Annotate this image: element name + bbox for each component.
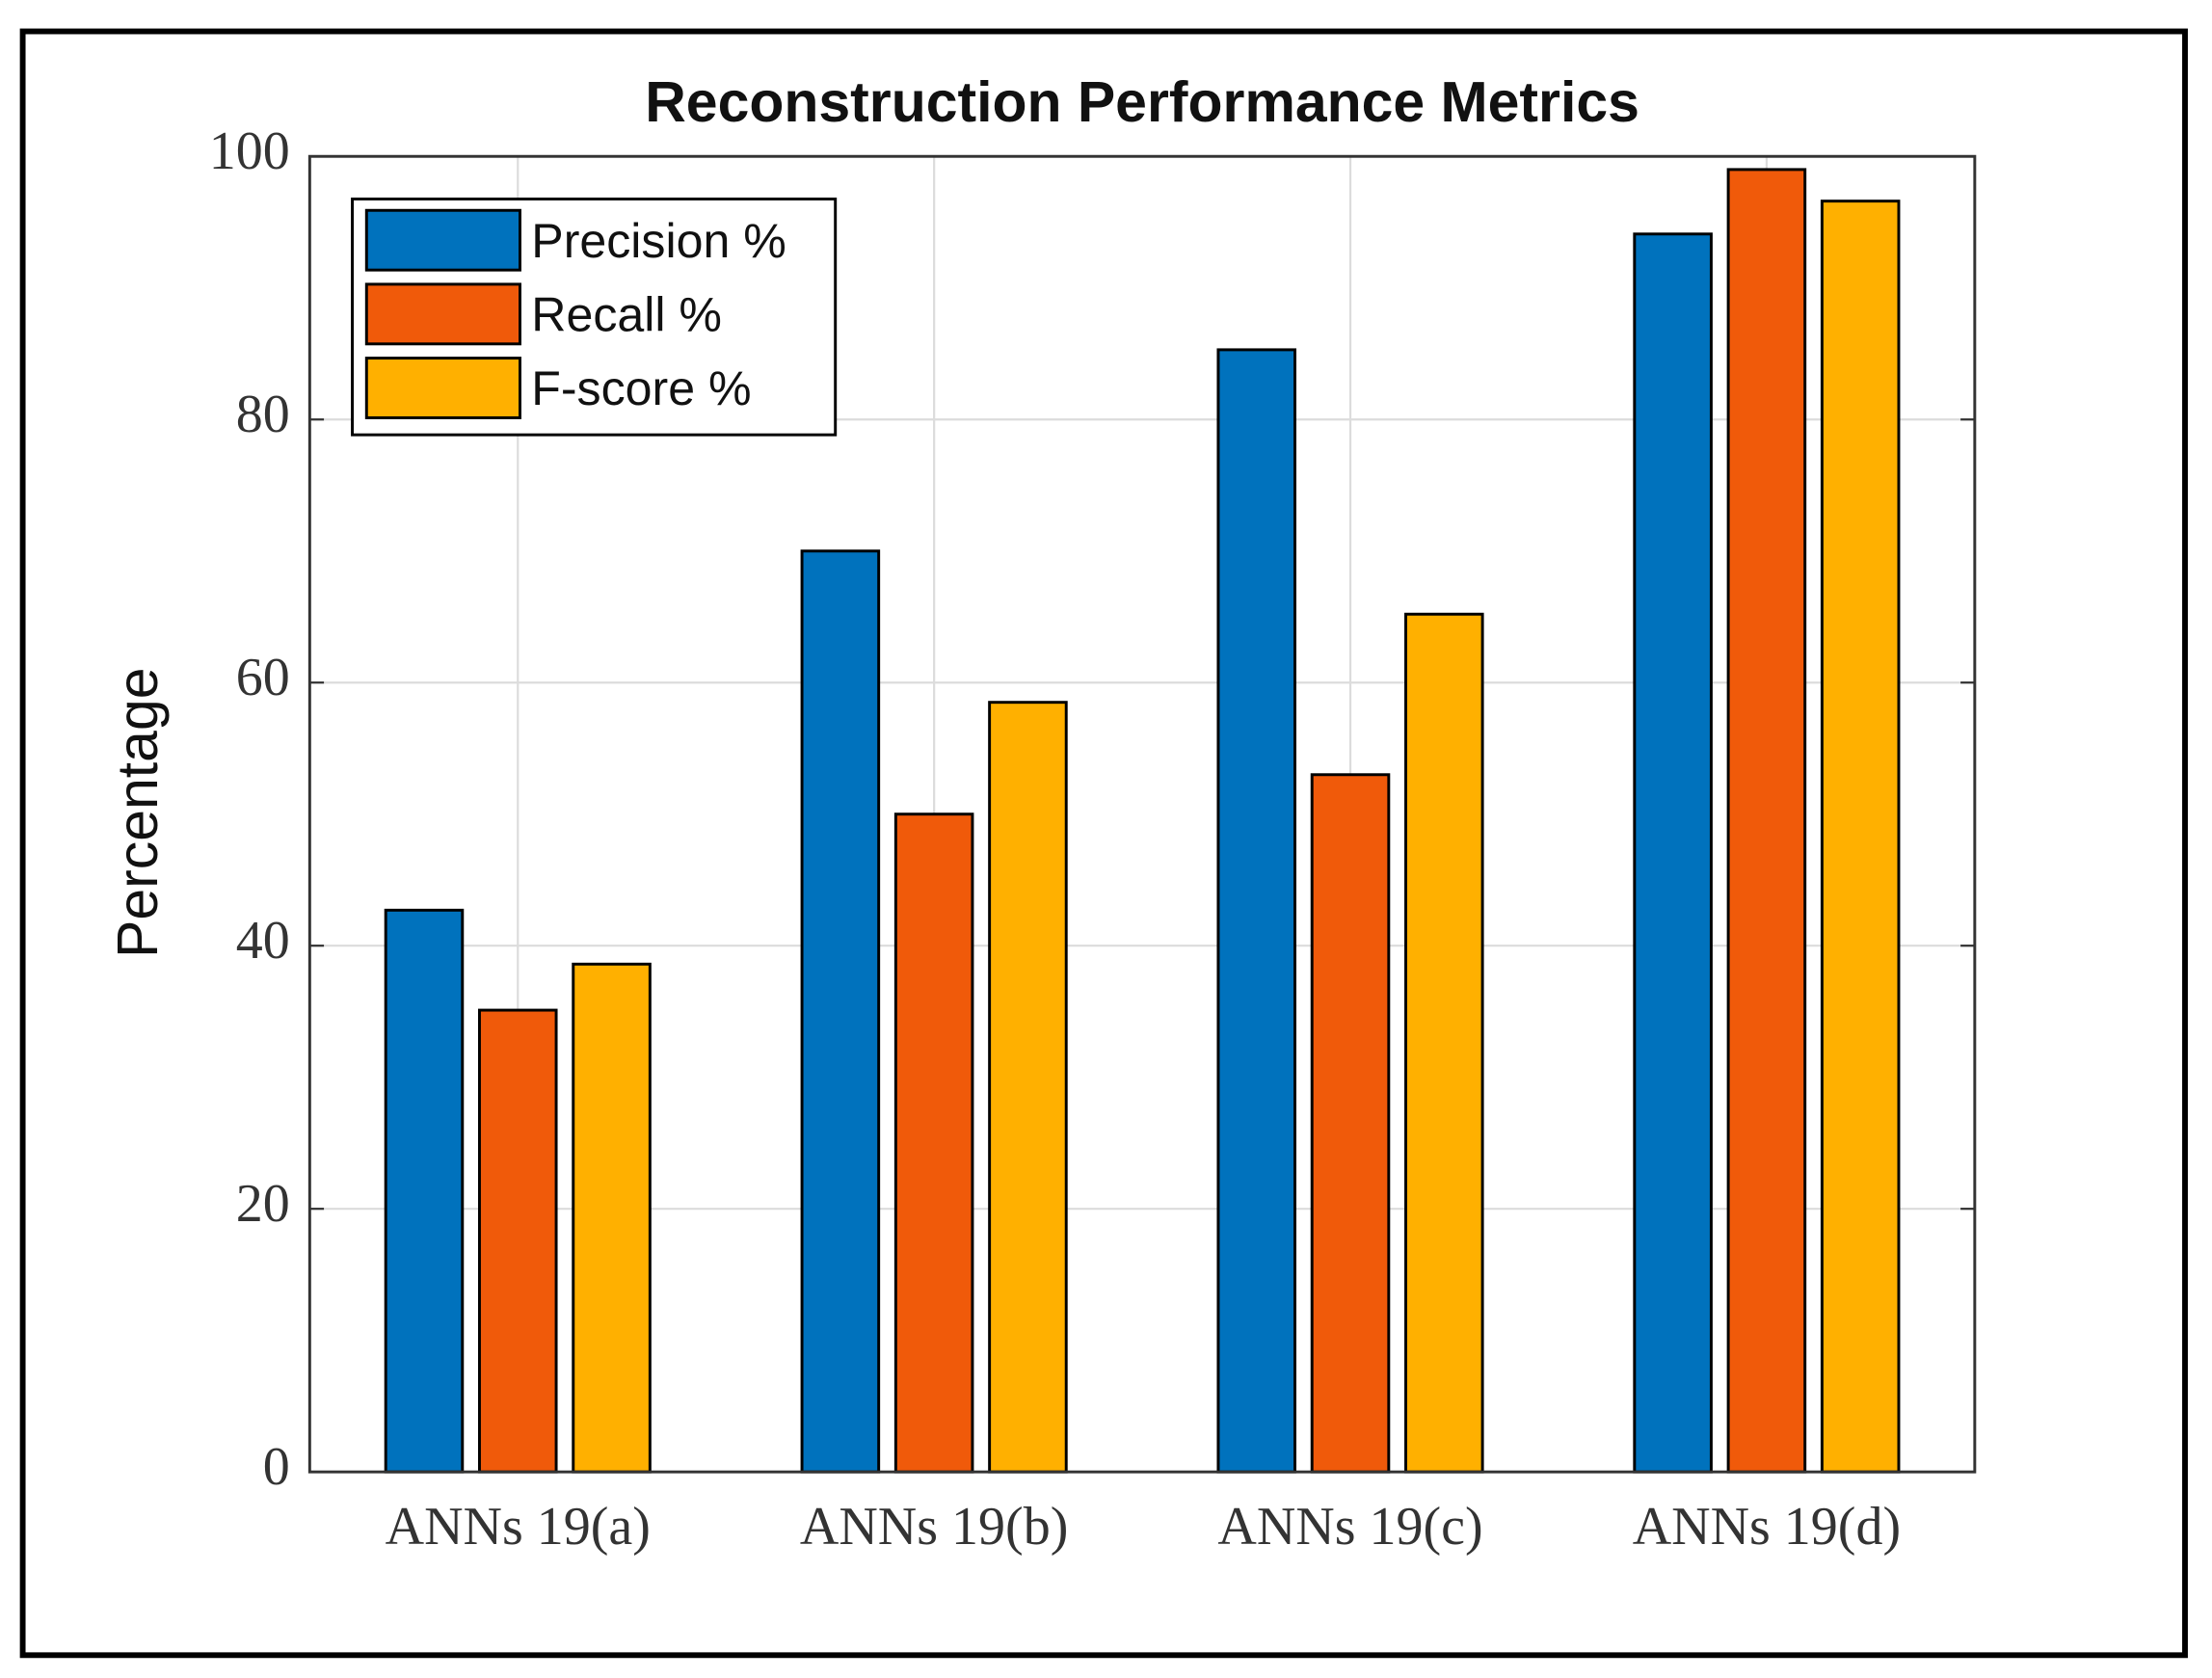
y-tick-label: 0 <box>263 1437 290 1497</box>
bar <box>1726 168 1807 1474</box>
legend-label: Precision % <box>531 214 786 268</box>
x-tick-label: ANNs 19(a) <box>386 1497 651 1557</box>
y-tick-label: 20 <box>236 1174 290 1234</box>
bar <box>477 1008 558 1474</box>
bar <box>800 549 881 1474</box>
legend-label: Recall % <box>531 288 722 342</box>
legend-swatch <box>364 208 521 272</box>
legend-swatch <box>364 282 521 346</box>
x-tick-label: ANNs 19(c) <box>1217 1497 1482 1557</box>
bar <box>1310 773 1391 1474</box>
axes-box <box>307 154 1977 1474</box>
y-tick-label: 100 <box>209 121 290 181</box>
legend-swatch <box>364 357 521 419</box>
x-tick-label: ANNs 19(d) <box>1633 1497 1901 1557</box>
bar <box>1216 348 1297 1474</box>
frame <box>19 28 2188 1659</box>
bar <box>384 908 465 1474</box>
legend-label: F-score % <box>531 361 751 415</box>
y-tick-label: 60 <box>236 648 290 707</box>
chart-title: Reconstruction Performance Metrics <box>645 71 1639 134</box>
bar <box>572 962 652 1474</box>
y-axis-label: Percentage <box>107 668 170 958</box>
y-tick-label: 40 <box>236 911 290 971</box>
bar <box>988 701 1068 1474</box>
bar <box>1820 200 1901 1474</box>
y-tick-label: 80 <box>236 385 290 444</box>
x-tick-label: ANNs 19(b) <box>800 1497 1068 1557</box>
bar <box>1633 232 1713 1474</box>
bar <box>1404 612 1484 1474</box>
bar <box>893 812 974 1474</box>
